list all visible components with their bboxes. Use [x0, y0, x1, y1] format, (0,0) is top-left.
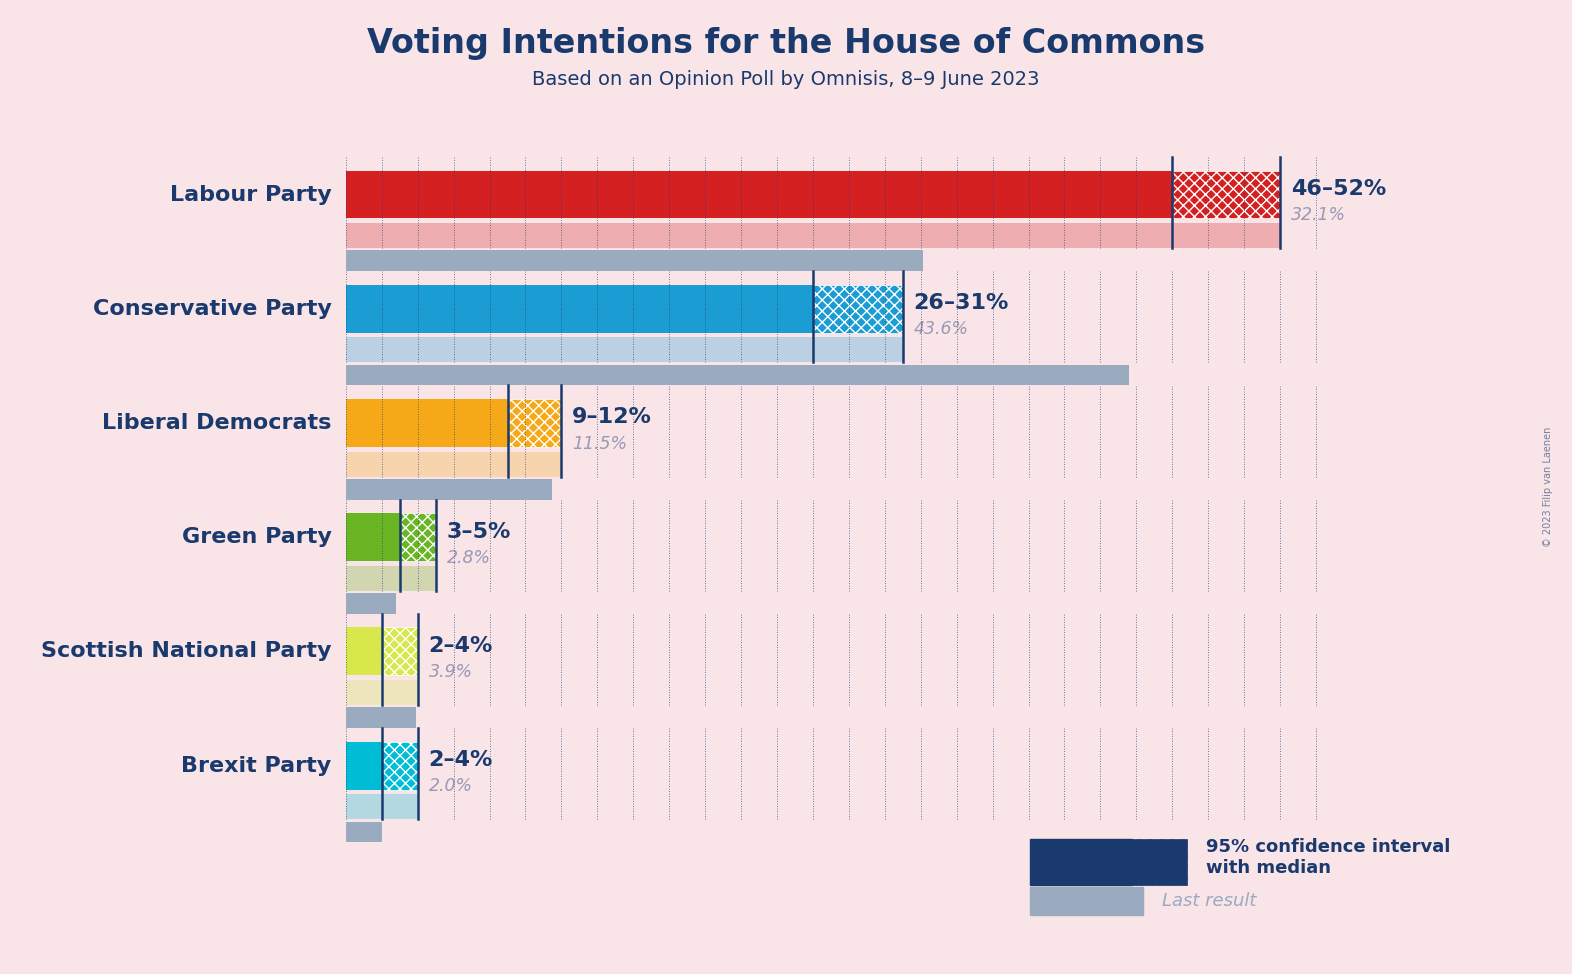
Text: Conservative Party: Conservative Party — [93, 299, 332, 318]
Bar — [346, 513, 399, 561]
Text: 11.5%: 11.5% — [572, 434, 627, 453]
Bar — [346, 399, 508, 447]
Bar — [508, 399, 561, 447]
Text: Voting Intentions for the House of Commons: Voting Intentions for the House of Commo… — [366, 27, 1206, 60]
Text: 3.9%: 3.9% — [429, 663, 473, 681]
Text: 2.8%: 2.8% — [446, 548, 490, 567]
Text: 95% confidence interval
with median: 95% confidence interval with median — [1206, 838, 1449, 877]
Text: Last result: Last result — [1162, 892, 1256, 910]
Bar — [346, 794, 418, 819]
Text: Labour Party: Labour Party — [170, 184, 332, 205]
Text: 26–31%: 26–31% — [913, 293, 1009, 313]
Bar — [382, 627, 418, 676]
Bar — [346, 337, 902, 362]
Text: 3–5%: 3–5% — [446, 521, 511, 542]
Bar — [346, 223, 1280, 248]
Text: 2.0%: 2.0% — [429, 777, 473, 796]
Bar — [346, 680, 418, 705]
Bar — [1173, 170, 1280, 218]
Text: Liberal Democrats: Liberal Democrats — [102, 413, 332, 433]
Text: 46–52%: 46–52% — [1291, 179, 1387, 199]
Bar — [346, 170, 1173, 218]
Text: Scottish National Party: Scottish National Party — [41, 642, 332, 661]
Bar — [346, 250, 923, 271]
Text: 32.1%: 32.1% — [1291, 206, 1346, 224]
Bar — [346, 822, 382, 843]
Text: 2–4%: 2–4% — [429, 636, 494, 656]
Bar — [346, 284, 813, 333]
Text: 43.6%: 43.6% — [913, 320, 968, 338]
Text: Based on an Opinion Poll by Omnisis, 8–9 June 2023: Based on an Opinion Poll by Omnisis, 8–9… — [533, 70, 1039, 90]
Bar — [382, 742, 418, 790]
Text: Green Party: Green Party — [182, 527, 332, 547]
Bar — [346, 593, 396, 614]
Text: © 2023 Filip van Laenen: © 2023 Filip van Laenen — [1544, 427, 1553, 547]
Bar — [346, 452, 561, 476]
Bar — [346, 707, 417, 728]
Bar — [346, 742, 382, 790]
Text: 2–4%: 2–4% — [429, 750, 494, 770]
Text: Brexit Party: Brexit Party — [181, 756, 332, 775]
Bar — [813, 284, 902, 333]
Bar — [346, 627, 382, 676]
Bar — [399, 513, 435, 561]
Bar — [346, 364, 1129, 386]
Bar — [346, 479, 552, 500]
Bar — [346, 566, 435, 591]
Text: 9–12%: 9–12% — [572, 407, 652, 428]
